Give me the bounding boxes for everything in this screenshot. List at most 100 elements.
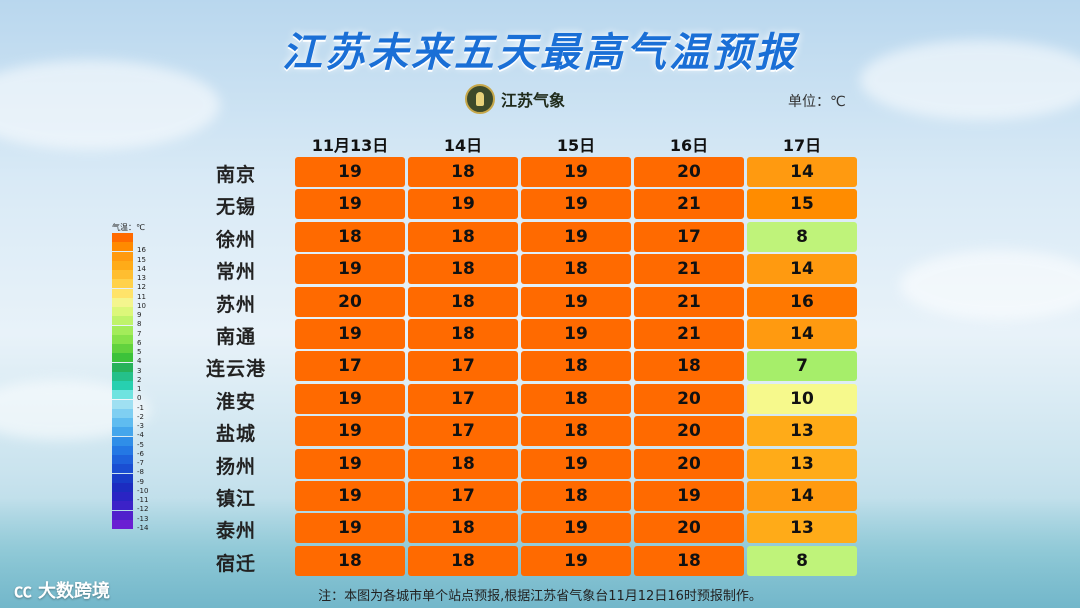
temperature-cell: 13 <box>747 448 857 479</box>
brand-logo-icon: ㏄ <box>14 581 32 602</box>
temperature-cell: 18 <box>521 481 631 511</box>
background-cloud <box>900 250 1080 320</box>
temperature-cell: 19 <box>521 286 631 317</box>
legend-label: 5 <box>137 348 142 356</box>
unit-label: 单位：℃ <box>788 94 846 110</box>
footnote: 注：本图为各城市单个站点预报,根据江苏省气象台11月12日16时预报制作。 <box>318 589 762 604</box>
weather-emblem-icon <box>465 84 495 114</box>
column-header: 15日 <box>556 136 596 155</box>
city-label: 常州 <box>215 261 256 284</box>
temperature-cell: 21 <box>634 189 744 220</box>
background-cloud <box>860 40 1080 120</box>
temperature-cell: 20 <box>634 513 744 544</box>
temperature-cell: 18 <box>408 286 518 317</box>
legend-swatch <box>112 390 133 400</box>
temperature-cell: 19 <box>295 513 405 544</box>
legend-swatch <box>112 464 133 474</box>
legend-swatch <box>112 455 133 464</box>
legend-label: 6 <box>137 338 142 347</box>
temperature-cell: 21 <box>634 286 744 317</box>
temperature-cell: 13 <box>747 513 857 544</box>
legend-swatch <box>112 408 133 418</box>
legend-swatch <box>112 418 133 427</box>
legend-label: 4 <box>137 357 142 366</box>
legend-swatch <box>112 362 133 372</box>
temperature-cell: 18 <box>521 416 631 447</box>
temperature-cell: 17 <box>408 481 518 511</box>
legend-label: -5 <box>137 440 144 449</box>
legend-label: 13 <box>137 274 146 282</box>
legend-label: -11 <box>137 496 149 504</box>
temperature-cell: 19 <box>521 319 631 349</box>
temperature-cell: 18 <box>408 545 518 576</box>
temperature-cell: 20 <box>634 416 744 447</box>
legend-label: -14 <box>137 523 149 532</box>
temperature-cell: 18 <box>408 513 518 544</box>
temperature-cell: 18 <box>634 545 744 576</box>
legend-swatch <box>112 260 133 270</box>
legend-label: -13 <box>137 514 149 523</box>
column-header: 11月13日 <box>311 136 389 155</box>
temperature-cell: 8 <box>747 545 857 576</box>
city-label: 无锡 <box>215 196 256 219</box>
legend-swatch <box>112 353 133 363</box>
legend-title: 气温：℃ <box>112 223 145 232</box>
city-label: 镇江 <box>215 488 256 510</box>
legend-label: 14 <box>137 264 146 273</box>
legend-swatch <box>112 381 133 390</box>
background-cloud <box>0 60 220 150</box>
legend-swatch <box>112 316 133 326</box>
column-header: 16日 <box>669 136 709 155</box>
legend-swatch <box>112 510 133 520</box>
temperature-cell: 18 <box>408 221 518 252</box>
temperature-cell: 10 <box>747 383 857 414</box>
legend-swatch <box>112 473 133 483</box>
logo-text: 江苏气象 <box>501 91 566 110</box>
legend-label: 12 <box>137 283 146 292</box>
temperature-cell: 13 <box>747 416 857 447</box>
temperature-cell: 18 <box>295 221 405 252</box>
city-label: 盐城 <box>215 423 256 446</box>
city-label: 扬州 <box>215 455 256 478</box>
legend-swatch <box>112 242 133 252</box>
temperature-cell: 20 <box>295 286 405 317</box>
legend-label: 15 <box>137 255 146 264</box>
temperature-cell: 20 <box>634 157 744 187</box>
city-label: 淮安 <box>215 390 256 413</box>
temperature-cell: 14 <box>747 157 857 187</box>
legend-label: 16 <box>137 246 146 255</box>
legend-label: 2 <box>137 375 142 384</box>
temperature-cell: 18 <box>521 351 631 382</box>
column-header: 14日 <box>443 136 483 155</box>
weather-logo: 江苏气象 <box>465 84 565 114</box>
temperature-cell: 18 <box>408 157 518 187</box>
legend-label: -12 <box>137 505 149 514</box>
temperature-cell: 19 <box>295 481 405 511</box>
watermark: ㏄ 大数跨境 <box>14 577 110 603</box>
temperature-cell: 17 <box>295 351 405 382</box>
temperature-cell: 8 <box>747 221 857 252</box>
legend-swatch <box>112 344 133 353</box>
column-header: 17日 <box>782 136 822 155</box>
temperature-cell: 18 <box>408 254 518 285</box>
legend-label: -9 <box>137 477 144 486</box>
temperature-cell: 17 <box>408 416 518 447</box>
temperature-cell: 19 <box>295 254 405 285</box>
watermark-text: 大数跨境 <box>38 581 110 602</box>
temperature-cell: 18 <box>295 545 405 576</box>
temperature-cell: 14 <box>747 254 857 285</box>
legend-label: -7 <box>137 459 144 467</box>
legend-label: -10 <box>137 486 149 495</box>
temperature-cell: 14 <box>747 319 857 349</box>
legend-label: 7 <box>137 329 142 338</box>
legend-swatch <box>112 399 133 409</box>
temperature-cell: 17 <box>408 351 518 382</box>
city-label: 南通 <box>215 326 256 348</box>
legend-swatch <box>112 501 133 511</box>
legend-swatch <box>112 288 133 298</box>
temperature-cell: 18 <box>634 351 744 382</box>
legend-label: 10 <box>137 301 146 310</box>
temperature-cell: 19 <box>521 221 631 252</box>
legend-label: 11 <box>137 292 146 301</box>
temperature-cell: 19 <box>408 189 518 220</box>
